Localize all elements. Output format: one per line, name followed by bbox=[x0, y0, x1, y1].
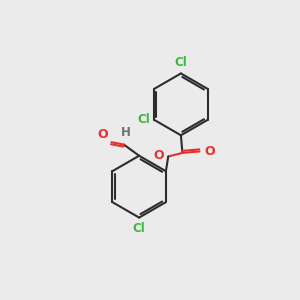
Text: Cl: Cl bbox=[138, 113, 151, 126]
Text: Cl: Cl bbox=[133, 222, 146, 235]
Text: H: H bbox=[121, 126, 130, 139]
Text: O: O bbox=[154, 148, 164, 161]
Text: Cl: Cl bbox=[175, 56, 187, 69]
Text: O: O bbox=[97, 128, 108, 141]
Text: O: O bbox=[204, 145, 214, 158]
